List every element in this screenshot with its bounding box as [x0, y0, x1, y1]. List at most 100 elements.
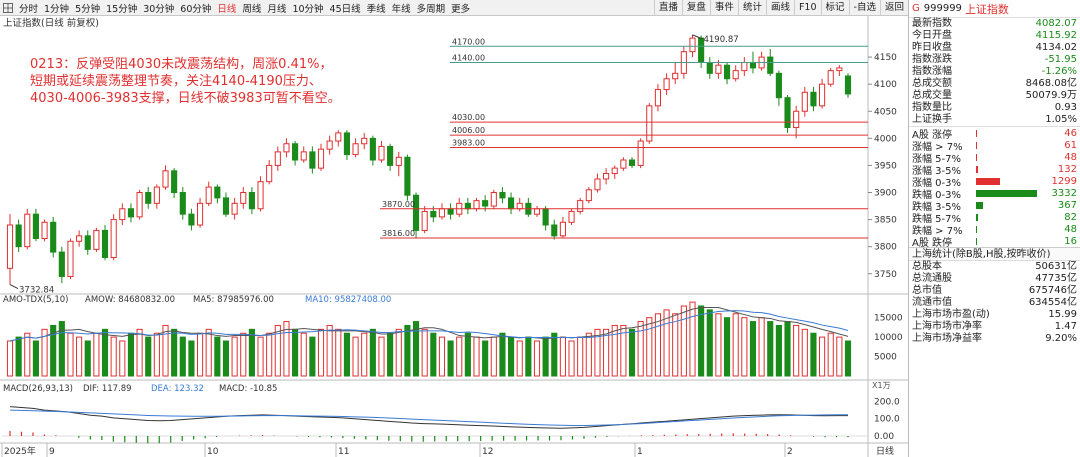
volume-legend-name: AMO-TDX(5,10) — [3, 295, 68, 305]
distribution-bar-track — [976, 237, 1037, 245]
volume-bar — [300, 332, 307, 377]
toolbar-button-1[interactable]: 复盘 — [681, 0, 710, 16]
toolbar-button-8[interactable]: 返回 — [879, 0, 908, 16]
toolbar-button-2[interactable]: 事件 — [709, 0, 738, 16]
chart-area[interactable]: 上证指数(日线 前复权) 4150 4100 4050 4000 3950 3900 3850… — [0, 16, 908, 457]
volume-bar — [395, 328, 402, 377]
period-tab-14[interactable]: 更多 — [451, 3, 471, 15]
period-tab-1[interactable]: 1分钟 — [44, 3, 70, 15]
candle-body — [810, 91, 817, 107]
level-label: 3870.00 — [382, 200, 415, 209]
distribution-value: 61 — [1064, 139, 1077, 151]
volume-bar — [672, 313, 679, 377]
period-tab-11[interactable]: 季线 — [366, 3, 386, 15]
quote-row: 最新指数 4082.07 — [909, 18, 1080, 30]
volume-bar — [317, 328, 325, 377]
distribution-label: 涨幅 0-3% — [912, 177, 962, 189]
candle-body — [179, 192, 186, 215]
toolbar-button-5[interactable]: F10 — [793, 0, 821, 16]
candle-body — [749, 62, 757, 69]
volume-bar — [119, 340, 126, 377]
volume-bar — [266, 332, 273, 377]
period-tab-9[interactable]: 10分钟 — [292, 3, 324, 15]
volume-bar — [551, 332, 558, 377]
volume-bar — [335, 328, 342, 377]
volume-bar — [775, 324, 782, 377]
distribution-row: A股 跌停 16 — [909, 235, 1080, 249]
macd-tick-label: 0.00 — [874, 432, 894, 442]
period-tab-0[interactable]: 分时 — [19, 3, 39, 15]
period-tab-3[interactable]: 15分钟 — [106, 3, 138, 15]
toolbar-button-3[interactable]: 统计 — [737, 0, 766, 16]
volume-bar — [50, 324, 57, 377]
candle-body — [101, 229, 109, 259]
quote-row: 总成交量 50079.9万 — [909, 90, 1080, 102]
volume-bar — [110, 336, 117, 377]
index-name: 上证指数 — [964, 2, 1009, 16]
volume-bar — [15, 336, 22, 377]
macd-legend-dif: DIF: 117.89 — [83, 384, 132, 394]
stats-row-label: 总流通股 — [912, 273, 952, 284]
toolbar-button-6[interactable]: 标记 — [820, 0, 849, 16]
period-tab-10[interactable]: 45日线 — [329, 3, 361, 15]
distribution-row: 跌幅 > 7% 48 — [909, 223, 1080, 237]
period-tab-8[interactable]: 月线 — [267, 3, 287, 15]
stats-row-label: 流通市值 — [912, 297, 952, 308]
volume-bar — [836, 336, 843, 377]
toolbar-button-4[interactable]: 画线 — [765, 0, 794, 16]
toolbar-button-0[interactable]: 直播 — [653, 0, 682, 16]
period-tab-4[interactable]: 30分钟 — [143, 3, 175, 15]
candle-body — [508, 197, 515, 210]
period-toolbar: 分时 1分钟 5分钟 15分钟 30分钟 60分钟 日线 周线 月线 10分钟 45日线 季线 年线 多周… — [0, 0, 908, 16]
candle-body — [274, 151, 281, 166]
quote-row-value: 4082.07 — [1035, 18, 1077, 29]
volume-bar — [41, 328, 48, 377]
candle-body — [637, 140, 644, 166]
period-tab-2[interactable]: 5分钟 — [75, 3, 101, 15]
period-tab-7[interactable]: 周线 — [242, 3, 262, 15]
volume-bar — [240, 332, 247, 377]
candle-body — [343, 132, 350, 156]
candle-body — [257, 181, 264, 210]
volume-bar — [516, 340, 523, 377]
volume-bar — [387, 332, 394, 377]
volume-bar — [499, 332, 506, 377]
volume-bar — [84, 340, 91, 377]
volume-bar — [827, 332, 834, 377]
candle-body — [188, 213, 195, 226]
distribution-value: 367 — [1057, 199, 1077, 211]
volume-bar — [404, 324, 411, 377]
candle-body — [438, 208, 446, 218]
kline-chart-svg[interactable]: 上证指数(日线 前复权) 4150 4100 4050 4000 3950 3900 3850… — [0, 16, 908, 457]
macd-tick-label: 200.0 — [874, 397, 900, 407]
candle-body — [222, 197, 230, 215]
period-tab-5[interactable]: 60分钟 — [180, 3, 212, 15]
volume-bar — [767, 321, 774, 377]
candle-body — [603, 173, 610, 180]
volume-tick-label: 15000 — [874, 314, 903, 324]
quote-header: G 999999 上证指数 — [909, 0, 1080, 18]
period-tab-12[interactable]: 年线 — [391, 3, 411, 15]
candle-body — [292, 143, 299, 161]
x-axis-label: 1 — [637, 447, 643, 457]
high-label: 4190.87 — [703, 35, 738, 45]
quote-row: 总成交额 8468.08亿 — [909, 78, 1080, 90]
stats-row-label: 总股本 — [912, 261, 942, 272]
toolbar-button-7[interactable]: -自选 — [848, 0, 880, 16]
candle-body — [654, 89, 662, 107]
candle-body — [464, 202, 471, 210]
distribution-bar — [976, 190, 1037, 197]
stats-row: 总市值 675746亿 — [909, 285, 1080, 297]
stats-row-value: 50631亿 — [1035, 261, 1077, 272]
volume-bar — [698, 305, 705, 377]
distribution-value: 3332 — [1051, 187, 1077, 199]
period-tab-6[interactable]: 日线 — [217, 3, 237, 15]
candle-body — [369, 137, 376, 161]
candle-body — [836, 67, 843, 72]
volume-bar — [723, 317, 731, 377]
candle-body — [594, 178, 601, 191]
volume-bar — [473, 336, 480, 377]
candle-body — [240, 192, 247, 204]
grid-icon[interactable] — [2, 2, 14, 13]
period-tab-13[interactable]: 多周期 — [416, 3, 446, 15]
